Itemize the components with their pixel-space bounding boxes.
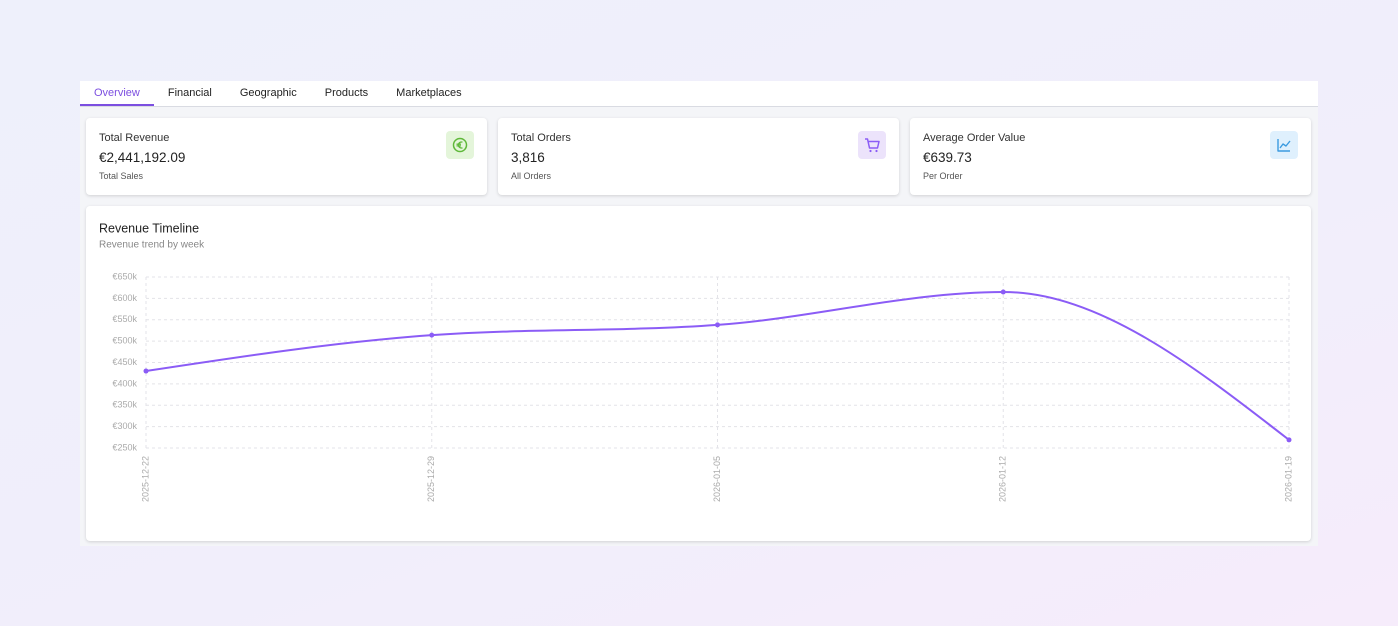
x-tick-label: 2026-01-12 bbox=[998, 456, 1008, 502]
kpi-card: Total Orders 3,816 All Orders bbox=[498, 118, 899, 195]
point bbox=[429, 332, 435, 338]
icon bbox=[1270, 131, 1298, 159]
kpi-value: €2,441,192.09 bbox=[99, 150, 186, 165]
kpi-subtitle: Total Sales bbox=[99, 171, 144, 181]
kpi-card: Total Revenue €2,441,192.09 Total Sales bbox=[86, 118, 487, 195]
y-tick-label: €250k bbox=[112, 442, 137, 452]
line bbox=[145, 290, 1290, 441]
tab[interactable]: Financial bbox=[167, 87, 212, 99]
y-tick-label: €550k bbox=[112, 314, 137, 324]
x-tick-label: 2026-01-19 bbox=[1283, 456, 1293, 502]
x-tick-label: 2025-12-29 bbox=[426, 456, 436, 502]
kpi-title: Total Revenue bbox=[99, 132, 170, 144]
kpi-title: Average Order Value bbox=[923, 132, 1026, 144]
chart: Revenue Timeline Revenue trend by week €… bbox=[99, 221, 1293, 502]
tab-bar: Overview Financial Geographic Products M… bbox=[80, 81, 1318, 107]
x-tick-label: 2025-12-22 bbox=[140, 456, 150, 502]
tab[interactable]: Marketplaces bbox=[396, 87, 462, 99]
tab[interactable]: Products bbox=[324, 87, 369, 99]
kpi-subtitle: Per Order bbox=[923, 171, 963, 181]
kpi-value: 3,816 bbox=[511, 150, 545, 165]
x-tick-label: 2026-01-05 bbox=[712, 456, 722, 502]
y-tick-label: €500k bbox=[112, 336, 137, 346]
y-tick-label: €400k bbox=[112, 378, 137, 388]
dashboard: Overview Financial Geographic Products M… bbox=[80, 81, 1318, 546]
kpi-title: Total Orders bbox=[511, 132, 571, 144]
chart-card: Revenue Timeline Revenue trend by week €… bbox=[86, 206, 1311, 541]
kpi-value: €639.73 bbox=[923, 150, 972, 165]
point bbox=[1000, 289, 1006, 295]
tab[interactable]: Overview bbox=[80, 81, 154, 106]
y-tick-label: €650k bbox=[112, 271, 137, 281]
y-tick-label: €450k bbox=[112, 357, 137, 367]
tab[interactable]: Geographic bbox=[239, 87, 297, 99]
kpi-card: Average Order Value €639.73 Per Order bbox=[910, 118, 1311, 195]
icon bbox=[446, 131, 474, 159]
y-tick-label: €600k bbox=[112, 293, 137, 303]
point bbox=[143, 368, 149, 374]
chart-subtitle: Revenue trend by week bbox=[99, 240, 205, 251]
kpi-subtitle: All Orders bbox=[511, 171, 552, 181]
y-tick-label: €350k bbox=[112, 400, 137, 410]
chart-title: Revenue Timeline bbox=[99, 221, 199, 235]
icon bbox=[858, 131, 886, 159]
point bbox=[715, 322, 720, 328]
point bbox=[1286, 437, 1292, 443]
y-tick-label: €300k bbox=[112, 421, 137, 431]
